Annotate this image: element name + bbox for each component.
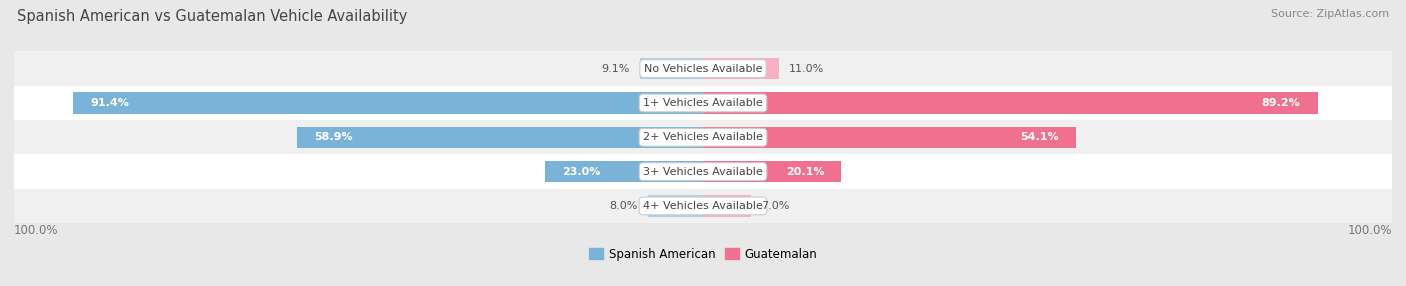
Bar <box>297 127 703 148</box>
Text: 3+ Vehicles Available: 3+ Vehicles Available <box>643 167 763 176</box>
Text: 9.1%: 9.1% <box>602 64 630 74</box>
Text: 4+ Vehicles Available: 4+ Vehicles Available <box>643 201 763 211</box>
Text: 58.9%: 58.9% <box>315 132 353 142</box>
Bar <box>703 195 751 217</box>
Bar <box>14 154 1392 189</box>
Text: 11.0%: 11.0% <box>789 64 824 74</box>
Text: 100.0%: 100.0% <box>14 224 59 237</box>
Text: Spanish American vs Guatemalan Vehicle Availability: Spanish American vs Guatemalan Vehicle A… <box>17 9 408 23</box>
Bar <box>703 161 841 182</box>
Bar <box>14 120 1392 154</box>
Bar <box>703 127 1076 148</box>
Bar <box>73 92 703 114</box>
Bar <box>703 92 1317 114</box>
Bar <box>14 189 1392 223</box>
Text: 2+ Vehicles Available: 2+ Vehicles Available <box>643 132 763 142</box>
Bar <box>648 195 703 217</box>
Legend: Spanish American, Guatemalan: Spanish American, Guatemalan <box>583 243 823 265</box>
Bar <box>14 86 1392 120</box>
Text: 23.0%: 23.0% <box>562 167 600 176</box>
Text: 1+ Vehicles Available: 1+ Vehicles Available <box>643 98 763 108</box>
Text: 20.1%: 20.1% <box>786 167 824 176</box>
Bar <box>640 58 703 79</box>
Text: Source: ZipAtlas.com: Source: ZipAtlas.com <box>1271 9 1389 19</box>
Text: 8.0%: 8.0% <box>609 201 637 211</box>
Bar <box>14 51 1392 86</box>
Text: No Vehicles Available: No Vehicles Available <box>644 64 762 74</box>
Bar <box>703 58 779 79</box>
Text: 7.0%: 7.0% <box>762 201 790 211</box>
Text: 91.4%: 91.4% <box>90 98 129 108</box>
Text: 100.0%: 100.0% <box>1347 224 1392 237</box>
Text: 89.2%: 89.2% <box>1261 98 1301 108</box>
Text: 54.1%: 54.1% <box>1019 132 1059 142</box>
Bar <box>544 161 703 182</box>
